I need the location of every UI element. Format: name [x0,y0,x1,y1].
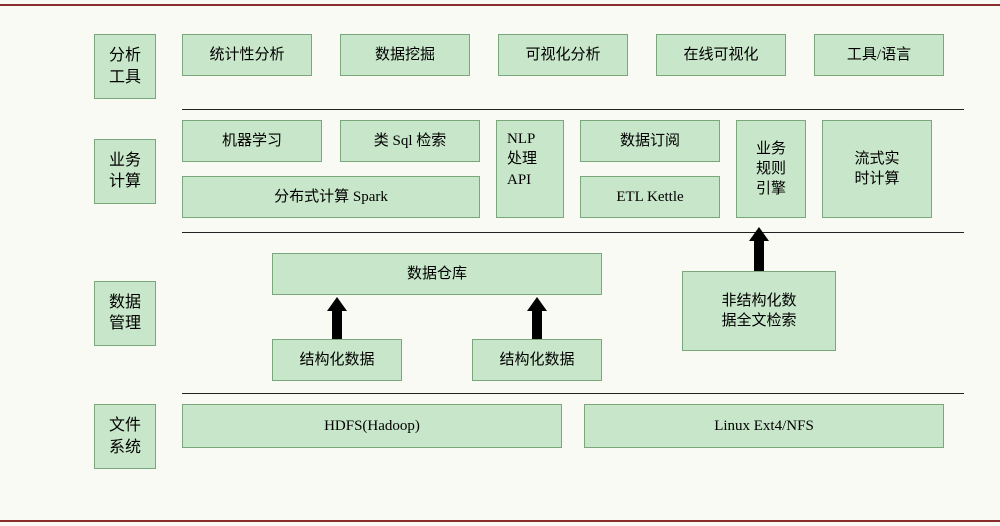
cell-fulltext: 非结构化数 据全文检索 [682,271,836,351]
cell-viz-analysis: 可视化分析 [498,34,628,76]
cell-structured-left: 结构化数据 [272,339,402,381]
row-data-management: 数据 管理 数据仓库 结构化数据 结构化数据 非结构化数 据全文检索 [88,243,964,383]
diagram: 分析 工具 统计性分析 数据挖掘 可视化分析 在线可视化 工具/语言 业务 计算… [88,34,964,477]
cell-data-sub: 数据订阅 [580,120,720,162]
cell-ml: 机器学习 [182,120,322,162]
cell-warehouse: 数据仓库 [272,253,602,295]
cell-rule-engine: 业务 规则 引擎 [736,120,806,218]
cell-hdfs: HDFS(Hadoop) [182,404,562,448]
row-label-business: 业务 计算 [94,139,156,204]
row-label-fs: 文件 系统 [94,404,156,469]
row-business-compute: 业务 计算 机器学习 类 Sql 检索 分布式计算 Spark NLP 处理 A… [88,120,964,222]
arrow-fulltext-engine [754,237,764,271]
cell-data-mining: 数据挖掘 [340,34,470,76]
cell-structured-right: 结构化数据 [472,339,602,381]
separator-2 [182,232,964,233]
cell-tools-lang: 工具/语言 [814,34,944,76]
row-label-analysis: 分析 工具 [94,34,156,99]
cell-sql-search: 类 Sql 检索 [340,120,480,162]
bottom-rule [0,520,1000,522]
cell-etl: ETL Kettle [580,176,720,218]
cell-nlp: NLP 处理 API [496,120,564,218]
separator-1 [182,109,964,110]
cell-linux-fs: Linux Ext4/NFS [584,404,944,448]
arrow-struct-right [532,307,542,339]
separator-3 [182,393,964,394]
cell-stream: 流式实 时计算 [822,120,932,218]
row-label-data-mgmt: 数据 管理 [94,281,156,346]
top-rule [0,4,1000,6]
cell-spark: 分布式计算 Spark [182,176,480,218]
row-file-system: 文件 系统 HDFS(Hadoop) Linux Ext4/NFS [88,404,964,469]
cell-stat-analysis: 统计性分析 [182,34,312,76]
cell-online-viz: 在线可视化 [656,34,786,76]
row-analysis-tools: 分析 工具 统计性分析 数据挖掘 可视化分析 在线可视化 工具/语言 [88,34,964,99]
arrow-struct-left [332,307,342,339]
